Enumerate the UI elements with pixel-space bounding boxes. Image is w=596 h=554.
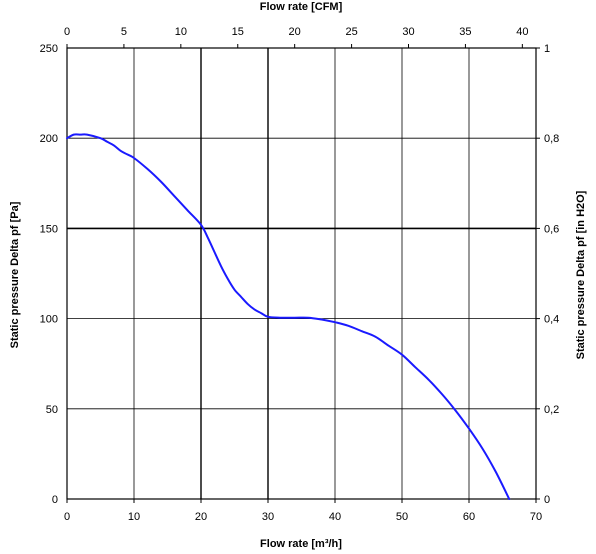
y2-tick-label: 0: [544, 494, 550, 506]
y-tick-label: 150: [40, 223, 58, 235]
y2-tick-label: 1: [544, 43, 550, 55]
x-tick-label: 30: [262, 511, 274, 523]
series-line: [66, 133, 511, 500]
x2-axis-title: Flow rate [CFM]: [260, 1, 343, 13]
y-tick-label: 100: [40, 314, 58, 326]
x2-tick-label: 30: [402, 26, 414, 38]
y-tick-label: 250: [40, 43, 58, 55]
x-axis-title: Flow rate [m³/h]: [260, 538, 342, 550]
x2-tick-label: 0: [64, 26, 70, 38]
x-tick-label: 20: [195, 511, 207, 523]
x-tick-label: 10: [128, 511, 140, 523]
y-axis-title: Static pressure Delta pf [Pa]: [9, 201, 21, 348]
series-layer: [66, 133, 511, 500]
y2-axis-title: Static pressure Delta pf [in H2O]: [575, 190, 587, 359]
y-tick-label: 0: [52, 494, 58, 506]
y-tick-label: 200: [40, 133, 58, 145]
plot-frame: [66, 47, 537, 500]
x2-tick-label: 15: [232, 26, 244, 38]
y2-tick-label: 0,4: [544, 314, 559, 326]
x-tick-label: 50: [396, 511, 408, 523]
x2-tick-label: 40: [516, 26, 528, 38]
x2-tick-label: 35: [459, 26, 471, 38]
grid: [66, 44, 540, 503]
x2-tick-label: 25: [345, 26, 357, 38]
x-tick-label: 40: [329, 511, 341, 523]
x2-tick-label: 10: [175, 26, 187, 38]
y2-tick-label: 0,8: [544, 133, 559, 145]
x2-tick-label: 5: [121, 26, 127, 38]
y2-tick-label: 0,2: [544, 404, 559, 416]
y-tick-label: 50: [46, 404, 58, 416]
x2-tick-label: 20: [289, 26, 301, 38]
x-tick-label: 60: [463, 511, 475, 523]
y2-tick-label: 0,6: [544, 223, 559, 235]
x-tick-label: 70: [530, 511, 542, 523]
x-tick-label: 0: [64, 511, 70, 523]
